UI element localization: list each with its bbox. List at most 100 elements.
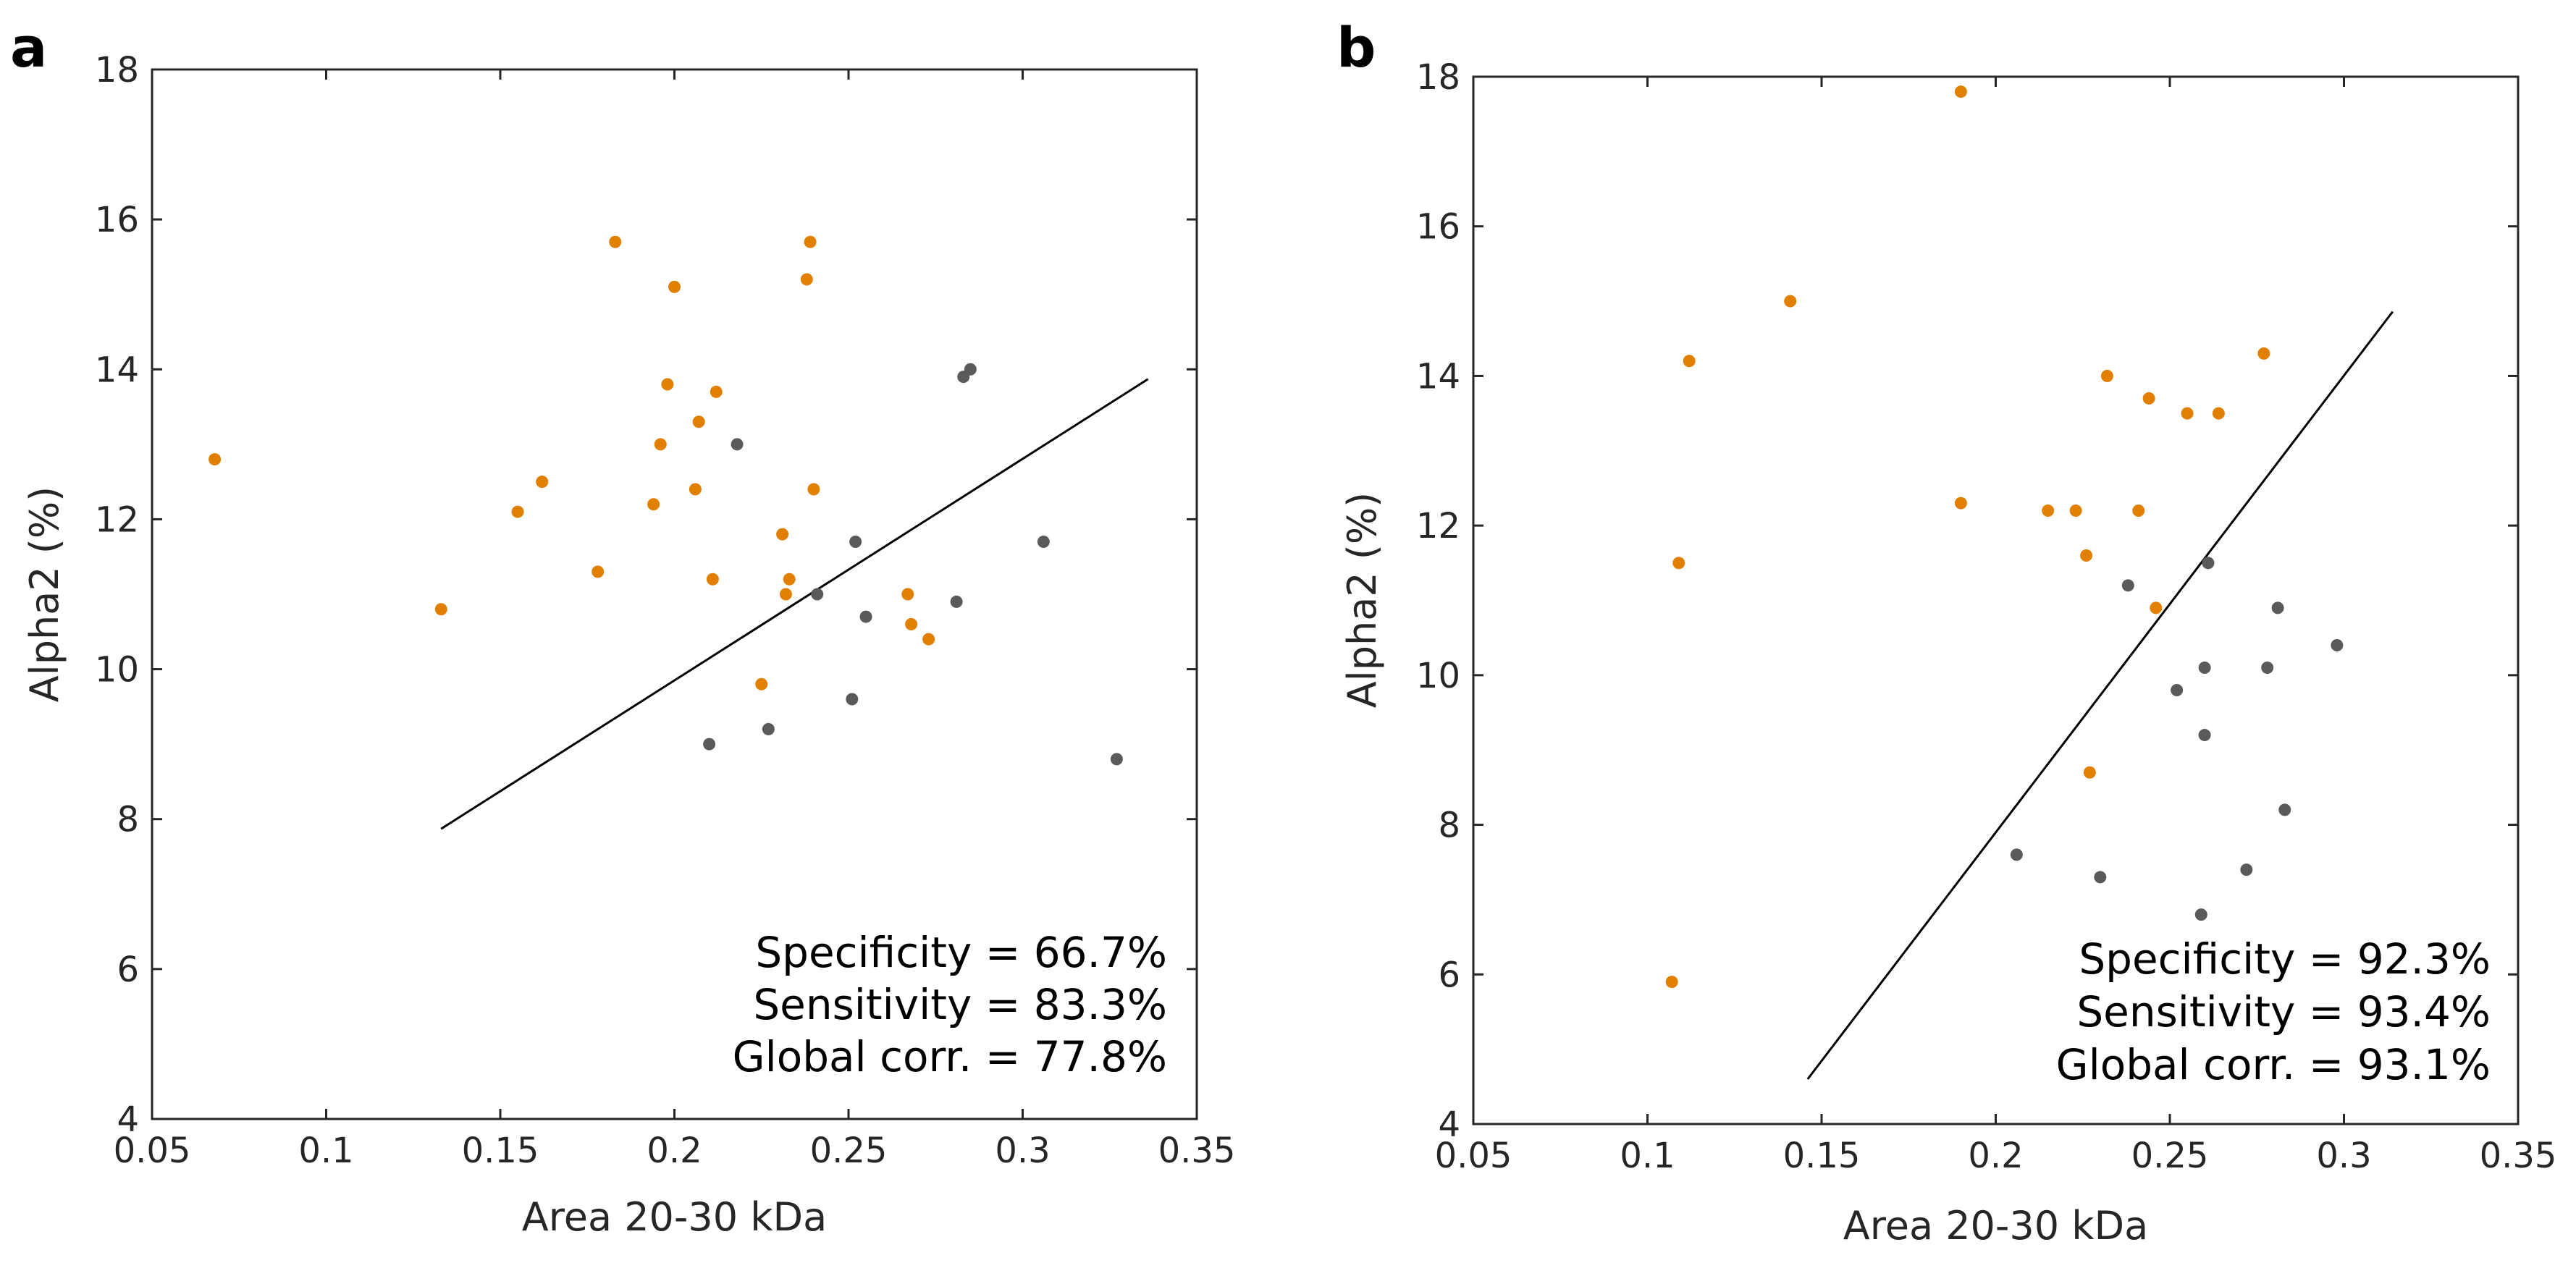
panel-a-orange-point xyxy=(755,677,768,690)
panel-a-orange-point xyxy=(901,588,914,601)
panel-a-gray-point xyxy=(964,363,977,376)
panel-a-y-ticks: 4 6 8 10 12 14 16 18 xyxy=(95,50,1197,1140)
panel-b-orange-point xyxy=(2080,549,2093,562)
panel-a-y-tick-label: 16 xyxy=(95,200,139,240)
panel-b-orange-point xyxy=(1665,976,1678,989)
panel-b-orange-point xyxy=(2069,504,2082,517)
panel-b-y-tick-label: 4 xyxy=(1438,1104,1460,1145)
panel-b-orange-point xyxy=(2042,504,2055,517)
panel-b-x-tick-label: 0.25 xyxy=(2131,1136,2209,1176)
panel-b-y-tick-label: 6 xyxy=(1438,955,1460,995)
panel-b-y-tick-label: 16 xyxy=(1416,207,1460,248)
panel-b-x-axis-label: Area 20-30 kDa xyxy=(1843,1203,2148,1249)
panel-a-orange-point xyxy=(592,565,605,578)
panel-a-orange-point xyxy=(779,588,792,601)
panel-b-gray-point xyxy=(2171,684,2184,697)
panel-a-x-tick-label: 0.25 xyxy=(810,1131,888,1171)
panel-b-gray-point xyxy=(2271,601,2284,614)
panel-a-points xyxy=(209,235,1123,766)
panel-b-gray-point xyxy=(2194,908,2207,921)
panel-b-specificity: Specificity = 92.3% xyxy=(2079,934,2491,984)
panel-a-orange-point xyxy=(434,603,447,616)
panel-b-y-tick-label: 18 xyxy=(1416,57,1460,98)
panel-a-x-tick-label: 0.1 xyxy=(298,1131,353,1171)
panel-b-gray-point xyxy=(2121,579,2134,592)
panel-b-orange-point xyxy=(2100,369,2113,382)
panel-b-orange-point xyxy=(2257,347,2270,360)
panel-b-gray-point xyxy=(2198,729,2211,742)
panel-b-gray-point xyxy=(2331,639,2344,652)
panel-a-orange-point xyxy=(807,483,820,496)
panel-b-gray-point xyxy=(2278,803,2291,816)
panel-a-orange-point xyxy=(661,378,674,391)
panel-a-gray-point xyxy=(859,610,872,623)
panel-a-orange-point xyxy=(776,528,789,541)
panel-b-y-axis-label: Alpha2 (%) xyxy=(1339,492,1385,709)
panel-a-orange-point xyxy=(710,385,723,398)
panel-a-orange-point xyxy=(692,415,705,428)
panel-b-orange-point xyxy=(2083,766,2096,779)
panel-b-orange-point xyxy=(2212,407,2225,420)
panel-b-y-tick-label: 10 xyxy=(1416,656,1460,696)
panel-b-y-ticks: 4 6 8 10 12 14 16 18 xyxy=(1416,57,2518,1145)
panel-a-y-tick-label: 8 xyxy=(117,800,139,840)
panel-a-orange-point xyxy=(511,505,524,518)
panel-a-orange-point xyxy=(609,235,622,248)
panel-b-gray-point xyxy=(2202,557,2215,570)
panel-a-y-tick-label: 6 xyxy=(117,950,139,990)
panel-a-orange-point xyxy=(536,476,549,489)
panel-a-orange-point xyxy=(706,573,719,586)
panel-b-orange-point xyxy=(1683,355,1696,368)
panel-b-gray-point xyxy=(2261,662,2274,675)
panel-b-x-tick-label: 0.2 xyxy=(1968,1136,2023,1176)
panel-a-gray-point xyxy=(1110,753,1123,766)
panel-b-orange-point xyxy=(2142,392,2155,405)
panel-a-y-tick-label: 12 xyxy=(95,499,139,540)
panel-b-x-tick-label: 0.3 xyxy=(2316,1136,2371,1176)
panel-a-gray-point xyxy=(762,722,775,735)
panel-a-global-corr: Global corr. = 77.8% xyxy=(733,1032,1167,1081)
panel-a-gray-point xyxy=(846,693,859,706)
panel-a-orange-point xyxy=(922,633,935,646)
panel-a-x-tick-label: 0.15 xyxy=(462,1131,539,1171)
panel-b-x-tick-label: 0.1 xyxy=(1620,1136,1675,1176)
panel-a-gray-point xyxy=(703,738,716,751)
panel-b-gray-point xyxy=(2094,871,2107,884)
panel-b-gray-point xyxy=(2010,848,2023,861)
panel-b-orange-point xyxy=(1784,295,1797,308)
panel-b-gray-point xyxy=(2198,662,2211,675)
panel-a-gray-point xyxy=(950,595,963,608)
panel-a-orange-point xyxy=(783,573,796,586)
panel-a-gray-point xyxy=(1037,536,1050,548)
panel-a-gray-point xyxy=(731,438,744,451)
panel-b-label: b xyxy=(1337,15,1376,80)
panel-b-gray-point xyxy=(2240,863,2253,877)
panel-b-orange-point xyxy=(1954,85,1967,98)
panel-a-label: a xyxy=(10,15,47,80)
panel-a-sensitivity: Sensitivity = 83.3% xyxy=(753,980,1167,1029)
panel-a-x-axis-label: Area 20-30 kDa xyxy=(522,1194,827,1240)
panel-a-orange-point xyxy=(209,453,222,466)
panel-a-y-tick-label: 10 xyxy=(95,650,139,690)
panel-a-x-tick-label: 0.05 xyxy=(114,1131,191,1171)
panel-b-orange-point xyxy=(2150,601,2163,614)
panel-b-y-tick-label: 14 xyxy=(1416,356,1460,397)
panel-a-y-tick-label: 18 xyxy=(95,50,139,90)
panel-a: a 0.05 0.1 0.15 0.2 0.25 0.3 0.35 4 6 8 10 12 14 16 1… xyxy=(10,15,1235,1240)
panel-a-orange-point xyxy=(905,617,918,630)
panel-a-gray-point xyxy=(811,588,824,601)
panel-b-global-corr: Global corr. = 93.1% xyxy=(2056,1040,2491,1089)
panel-b-x-ticks: 0.05 0.1 0.15 0.2 0.25 0.3 0.35 xyxy=(1435,77,2556,1176)
panel-a-orange-point xyxy=(804,235,817,248)
panel-b-y-tick-label: 8 xyxy=(1438,806,1460,846)
panel-b-y-tick-label: 12 xyxy=(1416,506,1460,546)
panel-a-specificity: Specificity = 66.7% xyxy=(755,928,1167,977)
panel-a-x-tick-label: 0.35 xyxy=(1158,1131,1236,1171)
panel-a-orange-point xyxy=(654,438,667,451)
panel-a-gray-point xyxy=(849,536,862,548)
panel-b-orange-point xyxy=(2132,504,2145,517)
panel-b-points xyxy=(1665,85,2344,989)
panel-a-orange-point xyxy=(668,280,681,293)
panel-b-x-tick-label: 0.15 xyxy=(1783,1136,1861,1176)
